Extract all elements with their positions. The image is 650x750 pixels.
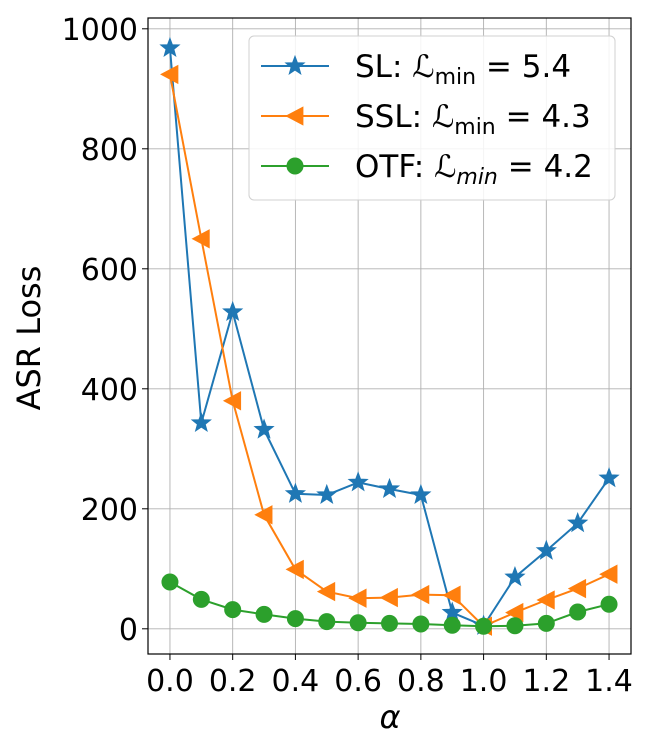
data-point (284, 482, 307, 503)
data-point (379, 587, 398, 608)
y-tick-label: 400 (81, 373, 138, 408)
data-point (190, 411, 212, 433)
x-tick-label: 1.0 (460, 664, 508, 699)
data-point (600, 595, 618, 613)
legend-item: SL: ℒmin = 5.4 (261, 49, 571, 90)
data-point (381, 614, 398, 632)
y-tick-label: 600 (81, 253, 138, 288)
y-axis-title: ASR Loss (10, 266, 48, 411)
data-point (254, 505, 273, 525)
series-2 (160, 64, 618, 636)
data-point (443, 616, 461, 634)
data-point (347, 471, 369, 492)
data-point (318, 613, 336, 631)
data-point (161, 573, 179, 591)
data-point (411, 584, 430, 605)
data-point (442, 585, 461, 605)
legend: SL: ℒmin = 5.4 SSL: ℒmin = 4.3 OTF: ℒmin =… (248, 35, 616, 201)
y-axis: 0 200 400 600 800 1000 (62, 13, 148, 648)
legend-marker (285, 106, 304, 126)
data-point (316, 483, 338, 505)
y-tick-label: 1000 (62, 13, 138, 48)
data-point (160, 64, 179, 85)
y-tick-label: 800 (81, 133, 138, 168)
legend-marker (284, 54, 306, 76)
x-axis-title: α (379, 698, 400, 736)
data-point (253, 418, 275, 439)
data-point (537, 614, 555, 632)
data-point (224, 601, 242, 619)
data-point (505, 602, 524, 623)
x-tick-label: 1.2 (522, 664, 570, 699)
data-point (285, 559, 304, 580)
plot-frame (147, 17, 632, 655)
data-point (159, 36, 181, 58)
data-point (504, 566, 526, 587)
data-point (475, 617, 493, 635)
series-layer (159, 36, 620, 636)
data-point (569, 603, 587, 621)
y-tick-label: 200 (81, 493, 138, 528)
data-point (191, 229, 210, 249)
data-point (412, 615, 430, 633)
y-tick-label: 0 (119, 613, 138, 648)
data-point (222, 391, 242, 411)
data-point (567, 578, 587, 599)
data-point (567, 512, 589, 533)
data-point (255, 605, 273, 623)
x-tick-label: 0.8 (397, 664, 445, 699)
data-point (536, 590, 555, 610)
x-tick-label: 0.4 (272, 664, 320, 699)
data-point (410, 483, 432, 505)
series-3 (161, 573, 618, 635)
data-point (599, 564, 618, 584)
x-tick-label: 0.2 (209, 664, 257, 699)
data-point (535, 539, 557, 560)
data-point (378, 477, 401, 499)
x-axis: 0.0 0.2 0.4 0.6 0.8 1.0 1.2 1.4 (146, 654, 633, 699)
data-point (222, 300, 244, 322)
legend-label: SSL: ℒmin = 4.3 (355, 99, 591, 140)
legend-label: SL: ℒmin = 5.4 (355, 49, 571, 90)
legend-item: SSL: ℒmin = 4.3 (261, 99, 591, 140)
x-tick-label: 1.4 (585, 664, 633, 699)
series-1 (159, 36, 620, 635)
x-tick-label: 0.0 (146, 664, 194, 699)
data-point (349, 614, 367, 632)
data-point (348, 588, 367, 608)
legend-box (248, 35, 616, 201)
data-point (286, 610, 304, 628)
data-point (598, 467, 620, 488)
x-tick-label: 0.6 (334, 664, 382, 699)
legend-item: OTF: ℒmin = 4.2 (261, 149, 593, 190)
legend-marker (286, 157, 304, 175)
data-point (316, 581, 336, 602)
data-point (192, 590, 210, 608)
data-point (506, 617, 524, 635)
legend-label: OTF: ℒmin = 4.2 (355, 149, 593, 190)
